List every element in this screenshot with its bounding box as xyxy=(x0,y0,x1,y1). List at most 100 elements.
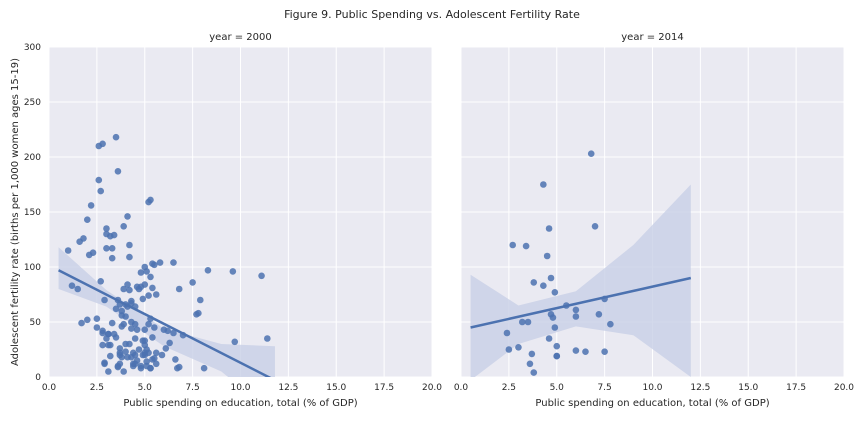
data-point xyxy=(108,254,116,262)
data-point xyxy=(97,278,105,285)
data-point xyxy=(118,323,126,330)
data-point xyxy=(103,245,110,252)
data-point xyxy=(139,295,147,303)
x-axis-label: Public spending on education, total (% o… xyxy=(535,398,769,409)
data-point xyxy=(99,341,106,349)
y-tick-label: 200 xyxy=(24,153,41,163)
x-tick-label: 5.0 xyxy=(550,383,565,393)
data-point xyxy=(195,309,202,317)
x-axis-label: Public spending on education, total (% o… xyxy=(123,398,357,409)
data-point xyxy=(164,327,172,335)
data-point xyxy=(572,347,580,354)
data-point xyxy=(553,342,561,350)
data-point xyxy=(204,267,212,274)
data-point xyxy=(147,364,154,372)
data-point xyxy=(101,296,108,304)
data-point xyxy=(162,345,170,352)
y-tick-label: 250 xyxy=(24,98,41,108)
y-tick-label: 0 xyxy=(35,373,41,383)
data-point xyxy=(528,350,536,358)
plot-area xyxy=(58,133,275,377)
x-tick-label: 7.5 xyxy=(185,383,199,393)
data-point xyxy=(547,274,555,282)
data-point xyxy=(170,329,177,337)
data-point xyxy=(80,235,87,242)
data-point xyxy=(549,314,557,321)
data-point xyxy=(175,363,183,371)
data-point xyxy=(99,329,106,337)
data-point xyxy=(607,320,614,328)
y-tick-label: 300 xyxy=(24,43,41,53)
data-point xyxy=(84,216,91,223)
panel-2: year = 2014 0.0 2.5 5.0 7.5 10.0 12.5 15.0 17.5 2… xyxy=(454,32,854,409)
data-point xyxy=(258,272,265,280)
data-point xyxy=(200,364,208,372)
x-tick-label: 15.0 xyxy=(738,383,758,393)
data-point xyxy=(526,360,534,368)
data-point xyxy=(106,352,114,360)
data-point xyxy=(545,225,553,232)
data-point xyxy=(543,252,551,260)
confidence-band xyxy=(470,184,691,377)
data-point xyxy=(530,369,538,376)
regression-line xyxy=(58,269,272,377)
data-point xyxy=(172,356,179,363)
data-point xyxy=(141,326,149,334)
data-point xyxy=(95,176,103,184)
data-point xyxy=(141,337,149,345)
data-point xyxy=(74,285,82,293)
data-point xyxy=(551,289,559,296)
y-axis-label: Adolescent fertility rate (births per 1,… xyxy=(10,58,21,366)
data-point xyxy=(103,230,110,238)
data-point xyxy=(68,282,76,290)
data-point xyxy=(152,360,160,368)
data-point xyxy=(103,225,110,232)
data-point xyxy=(545,335,553,342)
data-point xyxy=(122,348,129,356)
data-point xyxy=(189,279,196,286)
data-point xyxy=(124,213,131,220)
data-point xyxy=(151,355,158,362)
data-point xyxy=(518,318,526,326)
data-point xyxy=(229,268,237,275)
x-tick-label: 10.0 xyxy=(230,383,250,393)
plot-area xyxy=(470,150,692,377)
data-point xyxy=(158,351,166,359)
data-point xyxy=(522,242,530,250)
data-point xyxy=(151,324,158,331)
y-tick-label: 150 xyxy=(24,208,41,218)
panels: year = 2000 0.0 2.5 5.0 7.5 10.0 12.5 15.0 17.5 2… xyxy=(10,32,854,409)
data-point xyxy=(137,269,145,276)
data-point xyxy=(145,292,152,299)
data-point xyxy=(114,168,122,175)
data-point xyxy=(97,187,105,195)
data-point xyxy=(101,360,108,368)
regression-line xyxy=(470,276,692,329)
x-tick-label: 0.0 xyxy=(42,383,57,393)
data-point xyxy=(131,320,139,328)
data-point xyxy=(137,283,145,291)
data-point xyxy=(551,324,559,331)
data-point xyxy=(128,325,135,332)
data-point xyxy=(231,338,239,346)
data-point xyxy=(143,268,150,275)
data-point xyxy=(126,340,133,348)
x-tick-label: 20.0 xyxy=(834,383,854,393)
x-tick-label: 2.5 xyxy=(90,383,104,393)
data-point xyxy=(120,223,127,230)
data-point xyxy=(105,368,112,375)
data-point xyxy=(116,345,124,352)
data-point xyxy=(591,223,599,230)
data-point xyxy=(78,319,85,327)
data-point xyxy=(264,335,271,342)
data-point xyxy=(139,351,147,359)
data-point xyxy=(509,241,517,249)
data-point xyxy=(126,241,133,249)
panel-title: year = 2000 xyxy=(209,32,272,43)
data-point xyxy=(126,286,133,294)
panel-title: year = 2014 xyxy=(621,32,684,43)
data-point xyxy=(524,318,532,326)
panel-1: year = 2000 0.0 2.5 5.0 7.5 10.0 12.5 15.0 17.5 2… xyxy=(10,32,442,409)
data-point xyxy=(145,349,152,357)
y-tick-label: 100 xyxy=(24,263,41,273)
